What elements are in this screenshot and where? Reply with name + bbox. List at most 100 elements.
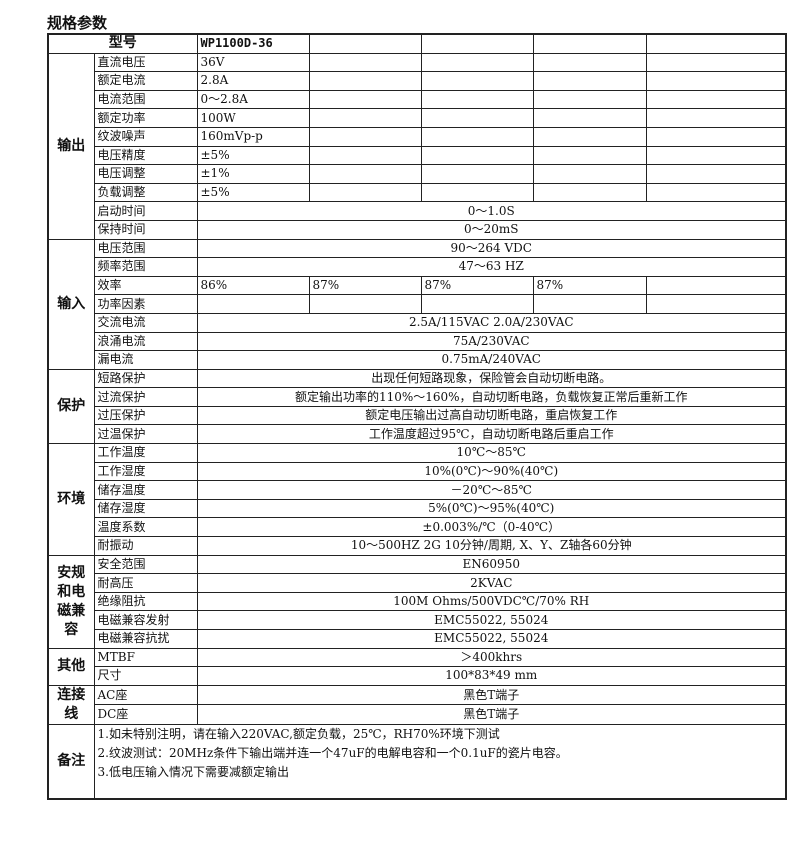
- row-label: 功率因素: [93, 294, 198, 314]
- row-value: 87%: [420, 275, 534, 296]
- table-row: 温度系数 ±0.003%/℃（0-40℃）: [48, 517, 787, 538]
- row-value: [532, 126, 647, 147]
- row-value: ±1%: [196, 164, 310, 184]
- row-label: MTBF: [93, 647, 198, 668]
- row-value: 2.5A/115VAC 2.0A/230VAC: [196, 312, 787, 333]
- table-row: 启动时间 0～1.0S: [48, 201, 787, 221]
- row-value: 2KVAC: [196, 573, 787, 593]
- row-value: [308, 108, 422, 128]
- row-label: 耐高压: [93, 573, 198, 593]
- row-value: 工作温度超过95℃，自动切断电路后重启工作: [196, 424, 787, 445]
- row-value: 90～264 VDC: [196, 238, 787, 259]
- row-label: 工作湿度: [93, 461, 198, 482]
- table-row: 环境 工作温度 10℃～85℃: [47, 443, 787, 556]
- row-value: [645, 294, 787, 314]
- row-value: 黑色T端子: [196, 684, 787, 706]
- row-value: 2.8A: [196, 71, 310, 91]
- row-value: ＞400khrs: [196, 647, 787, 668]
- row-label: 额定功率: [93, 108, 198, 128]
- table-row: 频率范围 47～63 HZ: [48, 257, 787, 277]
- table-row: 负载调整 ±5%: [48, 182, 787, 203]
- row-label: 电压范围: [93, 238, 198, 259]
- row-label: 启动时间: [93, 201, 198, 221]
- table-row: 安规和电磁兼容 安全范围 EN60950: [47, 554, 787, 649]
- row-value: [420, 71, 534, 91]
- row-label: 纹波噪声: [93, 126, 198, 147]
- model-value: [532, 33, 647, 54]
- page-title: 规格参数: [47, 14, 108, 32]
- row-value: [420, 164, 534, 184]
- row-value: 0～2.8A: [196, 89, 310, 110]
- row-value: [532, 145, 647, 166]
- row-value: 100*83*49 mm: [196, 666, 787, 686]
- row-value: [645, 126, 787, 147]
- row-value: [420, 52, 534, 73]
- row-label: 电磁兼容抗扰: [93, 629, 198, 649]
- row-value: 0.75mA/240VAC: [196, 350, 787, 370]
- row-value: [308, 145, 422, 166]
- table-row: 耐振动 10～500HZ 2G 10分钟/周期, X、Y、Z轴各60分钟: [48, 536, 787, 556]
- row-value: [420, 108, 534, 128]
- table-row: 过温保护 工作温度超过95℃，自动切断电路后重启工作: [48, 424, 787, 445]
- row-value: [645, 89, 787, 110]
- group-label: 安规和电磁兼容: [47, 554, 95, 649]
- table-row: 过压保护 额定电压输出过高自动切断电路，重启恢复工作: [48, 405, 787, 426]
- row-value: [308, 182, 422, 203]
- table-row: 漏电流 0.75mA/240VAC: [48, 350, 787, 370]
- row-label: 电流范围: [93, 89, 198, 110]
- table-row: 交流电流 2.5A/115VAC 2.0A/230VAC: [48, 312, 787, 333]
- row-value: [308, 294, 422, 314]
- row-value: [420, 89, 534, 110]
- notes-label: 备注: [47, 723, 95, 800]
- notes-row: 备注 1.如未特别注明，请在输入220VAC,额定负载，25℃，RH70%环境下测…: [47, 723, 787, 800]
- row-value: [645, 71, 787, 91]
- row-value: 0～20mS: [196, 219, 787, 240]
- table-row: 储存湿度 5%(0℃)～95%(40℃): [48, 498, 787, 519]
- group-label: 环境: [47, 443, 95, 556]
- table-row: 浪涌电流 75A/230VAC: [48, 331, 787, 352]
- row-label: 浪涌电流: [93, 331, 198, 352]
- row-value: [645, 145, 787, 166]
- group-label: 输出: [47, 52, 95, 240]
- row-label: 储存温度: [93, 480, 198, 500]
- row-value: 10～500HZ 2G 10分钟/周期, X、Y、Z轴各60分钟: [196, 536, 787, 556]
- row-label: 电压精度: [93, 145, 198, 166]
- table-row: 连接线 AC座 黑色T端子: [47, 684, 787, 725]
- row-label: 保持时间: [93, 219, 198, 240]
- row-label: 绝缘阻抗: [93, 591, 198, 612]
- row-label: 负载调整: [93, 182, 198, 203]
- row-value: [420, 145, 534, 166]
- row-value: [308, 71, 422, 91]
- notes-content: 1.如未特别注明，请在输入220VAC,额定负载，25℃，RH70%环境下测试 2…: [93, 723, 787, 800]
- table-row: 过流保护 额定输出功率的110%～160%，自动切断电路，负载恢复正常后重新工作: [48, 387, 787, 407]
- table-row: 电压精度 ±5%: [48, 145, 787, 166]
- table-row: 输入 电压范围 90～264 VDC: [47, 238, 787, 370]
- row-label: 尺寸: [93, 666, 198, 686]
- table-row: 尺寸 100*83*49 mm: [48, 666, 787, 686]
- row-value: 0～1.0S: [196, 201, 787, 221]
- group-label: 保护: [47, 368, 95, 445]
- model-value: [308, 33, 422, 54]
- table-row: 电流范围 0～2.8A: [48, 89, 787, 110]
- row-value: [420, 182, 534, 203]
- note-line: 3.低电压输入情况下需要减额定输出: [97, 764, 289, 779]
- row-label: 短路保护: [93, 368, 198, 389]
- table-row: 功率因素: [48, 294, 787, 314]
- row-value: [532, 108, 647, 128]
- row-value: 100M Ohms/500VDC℃/70% RH: [196, 591, 787, 612]
- model-label: 型号: [47, 33, 198, 54]
- row-label: 效率: [93, 275, 198, 296]
- row-value: ±5%: [196, 145, 310, 166]
- table-row: 额定功率 100W: [48, 108, 787, 128]
- row-value: EN60950: [196, 554, 787, 575]
- table-row: 额定电流 2.8A: [48, 71, 787, 91]
- group-label: 其他: [47, 647, 95, 686]
- row-label: 过压保护: [93, 405, 198, 426]
- row-value: [308, 89, 422, 110]
- row-value: 额定电压输出过高自动切断电路，重启恢复工作: [196, 405, 787, 426]
- row-value: [308, 164, 422, 184]
- table-row: 电磁兼容发射 EMC55022, 55024: [48, 610, 787, 630]
- row-value: EMC55022, 55024: [196, 610, 787, 630]
- row-value: 87%: [532, 275, 647, 296]
- row-value: [532, 52, 647, 73]
